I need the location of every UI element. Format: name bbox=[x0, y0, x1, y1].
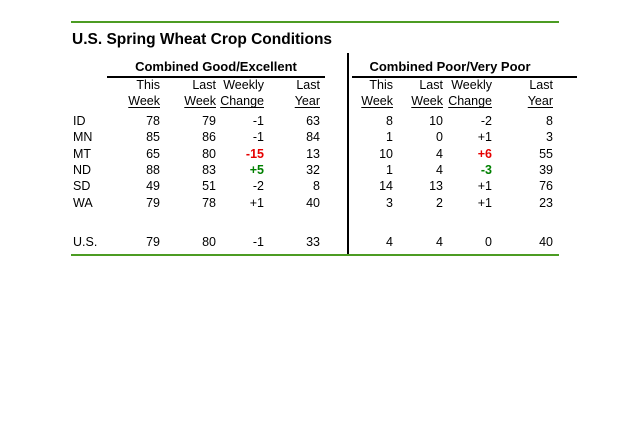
pvp-last-week: 0 bbox=[436, 130, 443, 145]
ge-weekly-change: -1 bbox=[252, 130, 264, 145]
ge-last-year: 8 bbox=[313, 179, 320, 194]
col-header-pvp-week2: Week bbox=[411, 94, 443, 109]
section-divider-rule bbox=[347, 53, 349, 256]
ge-this-week: 88 bbox=[146, 162, 160, 177]
section-header-poor-very-poor: Combined Poor/Very Poor bbox=[369, 59, 531, 74]
ge-last-year: 63 bbox=[306, 114, 320, 128]
ge-last-week: 86 bbox=[202, 130, 216, 145]
pvp-this-week: 1 bbox=[386, 130, 393, 145]
state-label: ND bbox=[73, 162, 92, 177]
ge-last-week: 78 bbox=[202, 195, 216, 210]
col-header-ge-this: This bbox=[136, 78, 160, 92]
col-header-pvp-weekly: Weekly bbox=[451, 78, 492, 92]
pvp-last-week: 4 bbox=[436, 235, 443, 250]
pvp-last-year: 39 bbox=[539, 162, 553, 177]
column-header-row-1: This Last Weekly Last This Last Weekly L… bbox=[0, 77, 630, 93]
section-rule-good-excellent bbox=[107, 76, 325, 78]
pvp-last-week: 10 bbox=[429, 114, 443, 128]
ge-last-year: 84 bbox=[306, 130, 320, 145]
pvp-weekly-change: 0 bbox=[485, 235, 492, 250]
pvp-last-year: 8 bbox=[546, 114, 553, 128]
ge-weekly-change: -1 bbox=[252, 114, 264, 128]
ge-weekly-change: -2 bbox=[252, 179, 264, 194]
table-row-mn: MN 85 86 -1 84 1 0 +1 3 bbox=[0, 129, 630, 145]
state-label: MT bbox=[73, 146, 92, 161]
ge-this-week: 79 bbox=[146, 195, 160, 210]
col-header-ge-week2: Week bbox=[184, 94, 216, 109]
total-label: U.S. bbox=[73, 235, 98, 250]
section-header-good-excellent: Combined Good/Excellent bbox=[135, 59, 297, 74]
state-label: ID bbox=[73, 114, 86, 128]
pvp-last-year: 23 bbox=[539, 195, 553, 210]
ge-this-week: 78 bbox=[146, 114, 160, 128]
pvp-last-year: 40 bbox=[539, 235, 553, 250]
pvp-last-year: 3 bbox=[546, 130, 553, 145]
pvp-this-week: 8 bbox=[386, 114, 393, 128]
ge-weekly-change: +1 bbox=[249, 195, 264, 210]
col-header-pvp-last2: Last bbox=[529, 78, 553, 92]
table-row-mt: MT 65 80 -15 13 10 4 +6 55 bbox=[0, 146, 630, 162]
col-header-ge-year: Year bbox=[294, 94, 320, 109]
ge-last-year: 40 bbox=[306, 195, 320, 210]
ge-last-week: 80 bbox=[202, 235, 216, 250]
state-label: WA bbox=[73, 195, 93, 210]
top-green-rule bbox=[71, 21, 559, 23]
pvp-last-week: 4 bbox=[436, 162, 443, 177]
state-label: MN bbox=[73, 130, 93, 145]
col-header-ge-last2: Last bbox=[296, 78, 320, 92]
pvp-this-week: 1 bbox=[386, 162, 393, 177]
pvp-this-week: 14 bbox=[379, 179, 393, 194]
table-row-nd: ND 88 83 +5 32 1 4 -3 39 bbox=[0, 162, 630, 178]
ge-last-week: 83 bbox=[202, 162, 216, 177]
col-header-ge-week: Week bbox=[128, 94, 160, 109]
col-header-ge-last: Last bbox=[192, 78, 216, 92]
pvp-this-week: 10 bbox=[379, 146, 393, 161]
pvp-weekly-change-alert: +6 bbox=[477, 146, 492, 161]
table-row-wa: WA 79 78 +1 40 3 2 +1 23 bbox=[0, 195, 630, 211]
report-title: U.S. Spring Wheat Crop Conditions bbox=[72, 31, 333, 48]
ge-last-year: 13 bbox=[306, 146, 320, 161]
pvp-weekly-change: +1 bbox=[477, 195, 492, 210]
pvp-last-week: 13 bbox=[429, 179, 443, 194]
col-header-pvp-this: This bbox=[369, 78, 393, 92]
col-header-pvp-last: Last bbox=[419, 78, 443, 92]
column-header-row-2: Week Week Change Year Week Week Change Y… bbox=[0, 93, 630, 109]
col-header-pvp-year: Year bbox=[527, 94, 553, 109]
pvp-weekly-change: -2 bbox=[480, 114, 492, 128]
pvp-last-week: 4 bbox=[436, 146, 443, 161]
pvp-this-week: 4 bbox=[386, 235, 393, 250]
pvp-weekly-change-improve: -3 bbox=[480, 162, 492, 177]
table-row-sd: SD 49 51 -2 8 14 13 +1 76 bbox=[0, 178, 630, 194]
pvp-this-week: 3 bbox=[386, 195, 393, 210]
pvp-last-year: 55 bbox=[539, 146, 553, 161]
state-label: SD bbox=[73, 179, 91, 194]
ge-last-year: 32 bbox=[306, 162, 320, 177]
ge-this-week: 85 bbox=[146, 130, 160, 145]
col-header-ge-weekly: Weekly bbox=[223, 78, 264, 92]
pvp-last-year: 76 bbox=[539, 179, 553, 194]
ge-last-week: 51 bbox=[202, 179, 216, 194]
ge-this-week: 49 bbox=[146, 179, 160, 194]
col-header-pvp-week: Week bbox=[361, 94, 393, 109]
bottom-green-rule bbox=[71, 254, 559, 256]
ge-this-week: 65 bbox=[146, 146, 160, 161]
ge-last-week: 80 bbox=[202, 146, 216, 161]
pvp-weekly-change: +1 bbox=[477, 130, 492, 145]
ge-weekly-change: -1 bbox=[252, 235, 264, 250]
table-row-id: ID 78 79 -1 63 8 10 -2 8 bbox=[0, 113, 630, 129]
ge-last-year: 33 bbox=[306, 235, 320, 250]
ge-last-week: 79 bbox=[202, 114, 216, 128]
table-row-us-total: U.S. 79 80 -1 33 4 4 0 40 bbox=[0, 234, 630, 250]
pvp-weekly-change: +1 bbox=[477, 179, 492, 194]
ge-this-week: 79 bbox=[146, 235, 160, 250]
col-header-ge-change: Change bbox=[220, 94, 264, 109]
col-header-pvp-change: Change bbox=[448, 94, 492, 109]
pvp-last-week: 2 bbox=[436, 195, 443, 210]
section-rule-poor-very-poor bbox=[352, 76, 577, 78]
ge-weekly-change-alert: -15 bbox=[245, 146, 264, 161]
ge-weekly-change-improve: +5 bbox=[249, 162, 264, 177]
